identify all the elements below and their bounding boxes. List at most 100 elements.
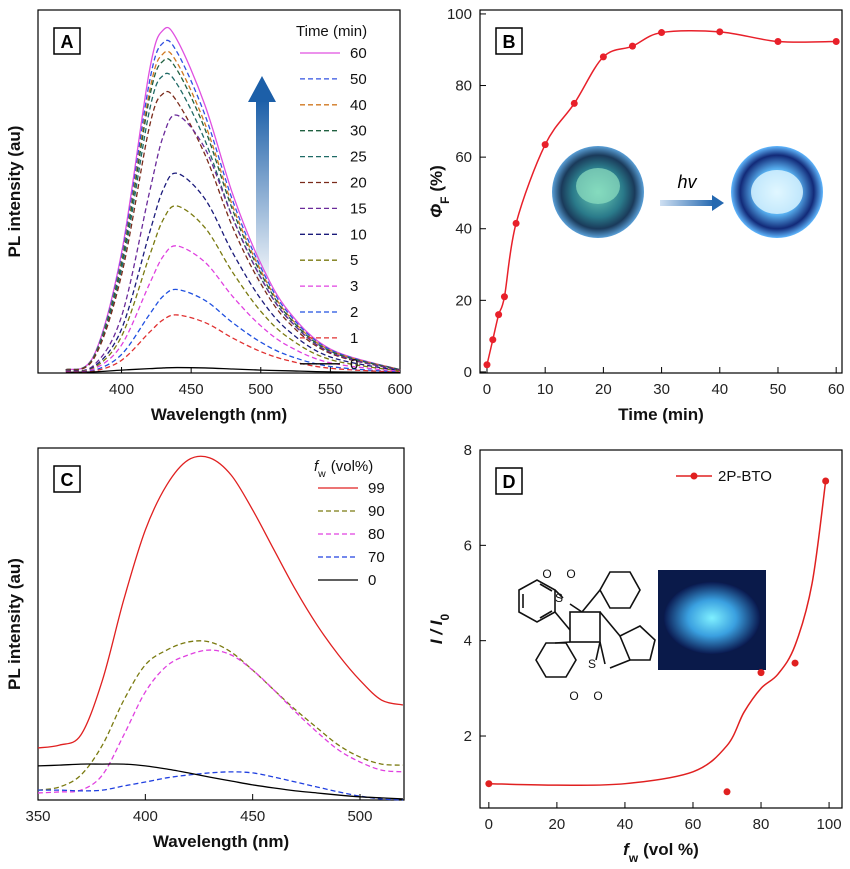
x-tick-label: 600 xyxy=(387,381,412,398)
plot-frame xyxy=(479,449,843,809)
data-point xyxy=(485,780,493,788)
x-tick-label: 20 xyxy=(595,381,612,398)
plot-frame xyxy=(37,447,405,801)
y-tick-label: 40 xyxy=(455,221,472,238)
y-tick-label: 100 xyxy=(447,6,472,23)
spectrum-line xyxy=(65,245,401,373)
panel-label: B xyxy=(503,32,516,52)
legend-marker xyxy=(690,472,698,480)
plot-frame xyxy=(479,9,843,374)
legend-label: 5 xyxy=(350,252,358,269)
atom-label: O xyxy=(542,567,551,581)
spectrum-line xyxy=(65,114,401,372)
annotation: hv xyxy=(677,172,697,192)
panel-label-box xyxy=(53,465,81,493)
panel-label-box xyxy=(495,467,523,495)
data-point xyxy=(832,38,840,46)
photo-d xyxy=(658,570,766,670)
x-tick-label: 30 xyxy=(653,381,670,398)
y-tick-label: 4 xyxy=(464,633,472,650)
data-point xyxy=(570,99,578,107)
x-axis-label-symbol: f xyxy=(623,840,631,859)
y-axis-label-unit: (%) xyxy=(427,165,446,191)
legend-label: 40 xyxy=(350,97,367,114)
data-point xyxy=(658,29,666,37)
spectrum-line xyxy=(37,763,403,800)
x-tick-label: 20 xyxy=(549,816,566,833)
legend-title-symbol: f xyxy=(314,458,320,475)
y-axis-label: PL intensity (au) xyxy=(5,126,24,258)
spectrum-line xyxy=(65,26,401,371)
y-axis-label-symbol: Φ xyxy=(427,204,446,218)
legend-label: 25 xyxy=(350,149,367,166)
legend-label: 90 xyxy=(368,503,385,520)
x-axis-label: Wavelength (nm) xyxy=(151,405,287,424)
spectrum-line xyxy=(37,640,403,791)
y-axis-label: ΦF (%) xyxy=(427,165,452,218)
photo-after xyxy=(731,146,823,238)
x-tick-label: 0 xyxy=(485,816,493,833)
atom-label: S xyxy=(555,591,563,605)
x-tick-label: 350 xyxy=(25,808,50,825)
atom-label: S xyxy=(588,657,596,671)
x-tick-label: 500 xyxy=(347,808,372,825)
y-tick-label: 6 xyxy=(464,537,472,554)
spectrum-line xyxy=(65,314,401,374)
legend-label: 10 xyxy=(350,226,367,243)
x-tick-label: 80 xyxy=(753,816,770,833)
time-arrow xyxy=(248,76,276,290)
x-axis-label: Time (min) xyxy=(618,405,704,424)
spectrum-line xyxy=(65,72,401,371)
spectrum-line xyxy=(65,172,401,372)
data-point xyxy=(512,219,520,227)
data-point xyxy=(599,53,607,61)
hv-arrow xyxy=(660,195,724,211)
legend-label: 0 xyxy=(368,572,376,589)
y-axis-label-sub: 0 xyxy=(438,614,452,621)
x-tick-label: 50 xyxy=(770,381,787,398)
spectrum-line xyxy=(37,455,404,749)
x-tick-label: 400 xyxy=(133,808,158,825)
y-axis-label-symbol: I / I xyxy=(427,619,446,644)
spectrum-line xyxy=(65,288,401,374)
legend-title: fw (vol%) xyxy=(314,458,373,480)
x-axis-label-sub: w xyxy=(628,851,639,865)
y-tick-label: 0 xyxy=(464,364,472,381)
data-point xyxy=(483,361,491,369)
spectrum-line xyxy=(65,39,401,371)
x-tick-label: 60 xyxy=(828,381,845,398)
data-point xyxy=(774,38,782,46)
x-tick-label: 40 xyxy=(711,381,728,398)
y-tick-label: 80 xyxy=(455,78,472,95)
panel-label: D xyxy=(503,472,516,492)
x-tick-label: 100 xyxy=(817,816,842,833)
spectrum-line xyxy=(37,649,403,794)
data-point xyxy=(757,669,765,677)
fit-line xyxy=(488,480,827,787)
data-point xyxy=(716,28,724,36)
x-axis-label: Wavelength (nm) xyxy=(153,832,289,851)
legend-label: 3 xyxy=(350,278,358,295)
legend-label: 2P-BTO xyxy=(718,468,772,485)
data-point xyxy=(495,311,503,319)
spectrum-line xyxy=(37,771,403,801)
atom-label: O xyxy=(593,689,602,703)
spectrum-line xyxy=(65,366,401,374)
legend-label: 99 xyxy=(368,480,385,497)
data-point xyxy=(500,293,508,301)
x-tick-label: 40 xyxy=(617,816,634,833)
y-tick-label: 2 xyxy=(464,728,472,745)
legend-title-sub: w xyxy=(317,468,326,480)
spectrum-line xyxy=(65,50,401,371)
spectrum-line xyxy=(65,90,401,371)
legend-label: 30 xyxy=(350,123,367,140)
x-axis-label-unit: (vol %) xyxy=(643,840,699,859)
panel-label: A xyxy=(61,32,74,52)
atom-label: O xyxy=(566,567,575,581)
molecule xyxy=(518,571,656,678)
legend-title-unit: (vol%) xyxy=(331,458,374,475)
panel-label-box xyxy=(53,27,81,55)
x-tick-label: 60 xyxy=(685,816,702,833)
x-tick-label: 0 xyxy=(483,381,491,398)
x-axis-label: fw (vol %) xyxy=(623,840,699,865)
